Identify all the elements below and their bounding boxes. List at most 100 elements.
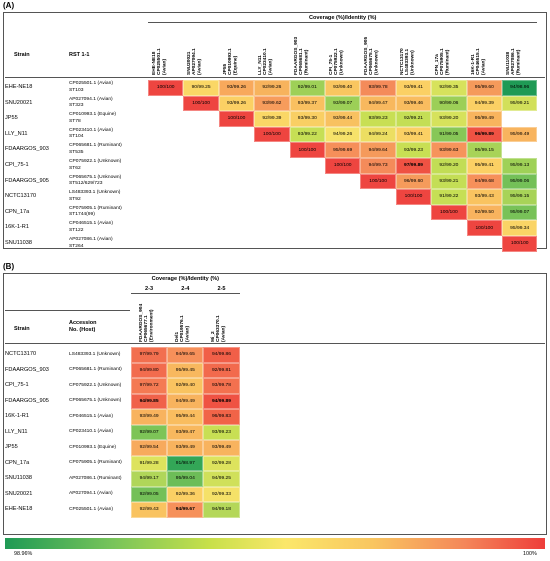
panel-a-column-label: EHE-NE18 CP025501.1 (Avian) — [152, 48, 168, 75]
panel-a-row-st: ST535 — [69, 149, 84, 155]
panel-a-cell: 100/100 — [289, 142, 325, 158]
panel-b-cell: 96/99.83 — [203, 409, 240, 425]
panel-a-cell: 92/99.50 — [466, 204, 502, 221]
panel-a-frame — [3, 12, 547, 249]
panel-a-cell: 94/99.68 — [466, 173, 502, 190]
panel-a-cell: 95/99.15 — [502, 189, 538, 205]
panel-a-row-accession: CP075905.1 (Ruminant) — [69, 205, 122, 211]
panel-b-cell: 91/99.28 — [131, 455, 168, 471]
panel-a-row-strain: CPN_17a — [5, 208, 30, 215]
panel-b-cell: 93/99.49 — [203, 440, 240, 456]
panel-a-cell: 92/99.26 — [254, 80, 290, 96]
panel-b-column-label: Del1 CP019576.1 (Avian) — [175, 315, 191, 342]
panel-b-row-accession: CP046515.1 (Avian) — [69, 413, 113, 419]
panel-b-cell: 91/98.97 — [167, 455, 204, 471]
panel-a-column-label: SNU20021 AP027094.1 (Avian) — [187, 48, 203, 75]
panel-a-row-st: ST62 — [69, 165, 81, 171]
panel-b-group-rule — [131, 293, 240, 294]
panel-a-cell: 100/100 — [395, 189, 432, 205]
panel-a-label: (A) — [3, 1, 15, 10]
panel-a-cell: 93/99.23 — [360, 111, 396, 127]
panel-b-cell: 97/99.72 — [131, 378, 168, 394]
panel-a-cell: 94/99.26 — [325, 126, 361, 143]
legend-max-label: 100% — [523, 551, 537, 557]
panel-a-row-strain: NCTC13170 — [5, 193, 37, 200]
panel-a-column-label: FDAARGOS_903 CP065681.1 (Ruminant) — [293, 36, 309, 75]
panel-a-rst-header: RST 1-1 — [69, 52, 90, 58]
panel-b-group: 2-5 — [217, 286, 226, 292]
panel-a-title-rule — [148, 22, 538, 23]
panel-b-cell: 94/99.65 — [167, 347, 204, 363]
panel-b-cell: 94/99.25 — [203, 471, 240, 487]
panel-b-row-accession: CP025501.1 (Avian) — [69, 506, 113, 512]
panel-a-row-st: ST512/629/723 — [69, 181, 103, 187]
panel-b-cell: 93/99.49 — [167, 440, 204, 456]
panel-a-column-label: CPN_17a CP075905.1 (Ruminant) — [435, 48, 451, 75]
panel-a-cell: 100/100 — [218, 111, 255, 127]
panel-a-cell: 93/99.44 — [325, 111, 361, 127]
panel-a-cell: 93/99.41 — [395, 126, 432, 143]
panel-a-cell: 93/99.41 — [395, 80, 432, 96]
panel-b-title: Coverage (%)/Identity (%) — [151, 276, 220, 282]
panel-a-cell: 94/98.96 — [502, 80, 538, 96]
panel-b-cell: 94/99.80 — [131, 362, 168, 378]
panel-a-cell: 95/99.15 — [466, 142, 502, 158]
panel-b-cell: 95/99.45 — [167, 362, 204, 378]
panel-b-row-strain: SNU20021 — [5, 490, 33, 497]
panel-a-cell: 95/99.69 — [325, 142, 361, 158]
panel-b-row-accession: CP075922.1 (Unknown) — [69, 382, 122, 388]
panel-a-cell: 93/99.26 — [218, 95, 255, 112]
panel-b-group: 2-4 — [181, 286, 190, 292]
panel-a-cell: 93/99.22 — [289, 126, 325, 143]
panel-a-cell: 93/99.07 — [325, 95, 361, 112]
panel-a-row-strain: SNU20021 — [5, 99, 33, 106]
panel-b-cell: 95/99.04 — [167, 471, 204, 487]
panel-b-cell: 92/99.54 — [131, 440, 168, 456]
panel-b-cell: 92/99.05 — [131, 486, 168, 502]
panel-a-row-accession: CP065675.1 (Unknown) — [69, 174, 122, 180]
panel-b-cell: 94/99.17 — [131, 471, 168, 487]
panel-a-cell: 93/99.62 — [254, 95, 290, 112]
panel-b-cell: 94/99.89 — [203, 393, 240, 409]
panel-a-row-accession: CP065681.1 (Ruminant) — [69, 143, 122, 149]
panel-a-column-label: CPI_75-1 CP075922.1 (Unknown) — [329, 48, 345, 75]
panel-b-row-strain: LLY_N11 — [5, 428, 28, 435]
panel-a-row-accession: CP023410.1 (Avian) — [69, 127, 113, 133]
panel-b-cell: 93/99.78 — [203, 378, 240, 394]
panel-a-column-label: 16K-1-R1 CP046515.1 (Avian) — [470, 48, 486, 75]
color-scale-legend — [5, 538, 545, 549]
panel-a-header-rule — [5, 77, 545, 78]
panel-a-cell: 91/99.22 — [431, 189, 467, 205]
panel-b-host-header: No. (Host) — [69, 327, 96, 333]
panel-a-cell: 100/100 — [148, 80, 184, 96]
panel-a-cell: 100/100 — [431, 204, 467, 221]
panel-b-row-strain: FDAARGOS_905 — [5, 397, 49, 404]
panel-a-row-st: ST92 — [69, 196, 81, 202]
panel-a-cell: 94/99.64 — [360, 142, 396, 158]
panel-a-row-strain: JP55 — [5, 115, 18, 122]
panel-a-row-accession: CP046515.1 (Avian) — [69, 221, 113, 227]
panel-a-cell: 90/99.06 — [431, 95, 467, 112]
panel-a-cell: 93/99.43 — [466, 189, 502, 205]
panel-b-cell: 93/99.47 — [167, 424, 204, 440]
panel-b-header-rule — [5, 343, 545, 344]
panel-b-cell: 94/99.86 — [203, 347, 240, 363]
panel-b-row-accession: CP065675.1 (Unknown) — [69, 398, 122, 403]
panel-a-cell: 94/99.73 — [360, 158, 396, 174]
panel-a-cell: 95/99.41 — [466, 158, 502, 174]
panel-b-strain-header: Strain — [14, 326, 30, 332]
panel-b-cell: 93/99.23 — [203, 424, 240, 440]
panel-b-frame — [3, 273, 547, 535]
panel-b-row-accession: CP010993.1 (Equine) — [69, 444, 117, 450]
panel-a-cell: 95/99.34 — [502, 220, 538, 236]
panel-a-row-accession: AP027086.1 (Avian) — [69, 237, 113, 242]
panel-b-top-rule — [5, 310, 130, 311]
panel-a-cell: 94/99.24 — [360, 126, 396, 143]
panel-b-column-label: FDAARGOS_904 CP065677.1 (Environment) — [139, 303, 155, 342]
panel-b-cell: 92/99.28 — [203, 455, 240, 471]
panel-a-column-label: LLY_N11 CP023410.1 (Avian) — [258, 48, 274, 75]
panel-a-row-st: ST1744(99) — [69, 212, 95, 218]
panel-b-cell: 94/99.18 — [203, 502, 240, 518]
panel-b-group: 2-3 — [145, 286, 154, 292]
panel-b-row-accession: AP027094.1 (Avian) — [69, 491, 113, 496]
